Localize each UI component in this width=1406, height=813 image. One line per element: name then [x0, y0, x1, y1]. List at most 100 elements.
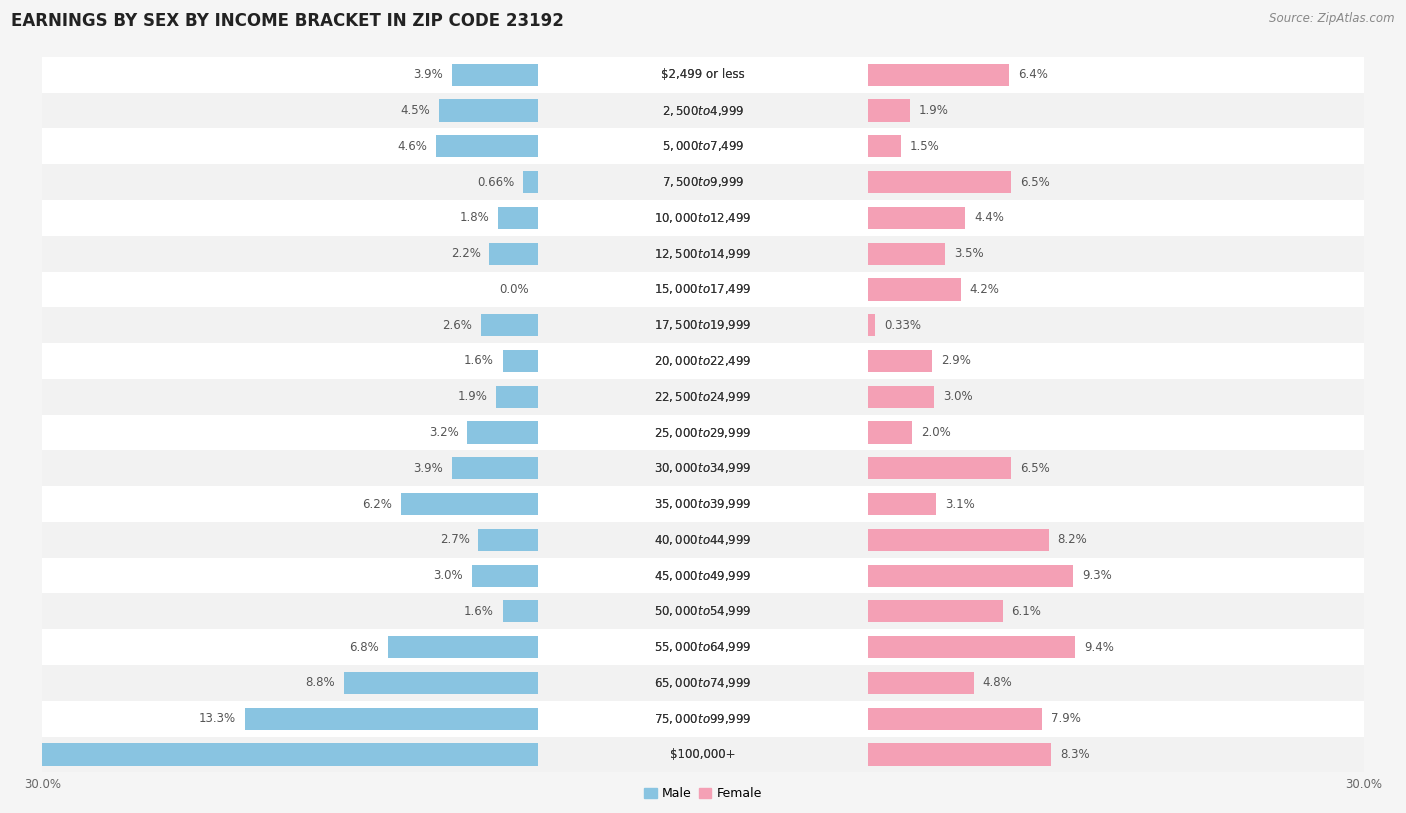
Text: 8.3%: 8.3%: [1060, 748, 1090, 761]
Text: $25,000 to $29,999: $25,000 to $29,999: [654, 425, 752, 440]
Text: $2,499 or less: $2,499 or less: [661, 68, 745, 81]
Bar: [42, 379, 1364, 415]
Bar: [868, 99, 910, 122]
Text: EARNINGS BY SEX BY INCOME BRACKET IN ZIP CODE 23192: EARNINGS BY SEX BY INCOME BRACKET IN ZIP…: [11, 12, 564, 30]
Bar: [42, 665, 1364, 701]
Bar: [868, 278, 960, 301]
Bar: [436, 135, 537, 158]
Bar: [523, 171, 537, 193]
Text: 3.2%: 3.2%: [429, 426, 458, 439]
Bar: [42, 164, 1364, 200]
Text: $50,000 to $54,999: $50,000 to $54,999: [654, 604, 752, 619]
Bar: [868, 564, 1073, 587]
Bar: [42, 737, 1364, 772]
Text: $30,000 to $34,999: $30,000 to $34,999: [654, 461, 752, 476]
Text: $55,000 to $64,999: $55,000 to $64,999: [654, 640, 752, 654]
Bar: [868, 421, 912, 444]
Text: 9.4%: 9.4%: [1084, 641, 1114, 654]
Bar: [868, 135, 901, 158]
Text: 0.0%: 0.0%: [499, 283, 529, 296]
Bar: [868, 528, 1049, 551]
Text: $2,500 to $4,999: $2,500 to $4,999: [662, 103, 744, 118]
Text: 1.9%: 1.9%: [457, 390, 486, 403]
Text: $5,000 to $7,499: $5,000 to $7,499: [662, 139, 744, 154]
Bar: [502, 350, 537, 372]
Bar: [245, 707, 537, 730]
Text: $75,000 to $99,999: $75,000 to $99,999: [654, 711, 752, 726]
Text: 0.33%: 0.33%: [884, 319, 921, 332]
Text: $7,500 to $9,999: $7,500 to $9,999: [662, 175, 744, 189]
Text: $50,000 to $54,999: $50,000 to $54,999: [654, 604, 752, 619]
Bar: [868, 350, 932, 372]
Bar: [401, 493, 537, 515]
Text: $7,500 to $9,999: $7,500 to $9,999: [662, 175, 744, 189]
Bar: [451, 457, 537, 480]
Text: $10,000 to $12,499: $10,000 to $12,499: [654, 211, 752, 225]
Text: $30,000 to $34,999: $30,000 to $34,999: [654, 461, 752, 476]
Text: $22,500 to $24,999: $22,500 to $24,999: [654, 389, 752, 404]
Text: 2.2%: 2.2%: [451, 247, 481, 260]
Bar: [467, 421, 537, 444]
Text: $20,000 to $22,499: $20,000 to $22,499: [654, 354, 752, 368]
Text: 13.3%: 13.3%: [198, 712, 236, 725]
Text: 1.8%: 1.8%: [460, 211, 489, 224]
Bar: [42, 486, 1364, 522]
Text: 6.4%: 6.4%: [1018, 68, 1047, 81]
Bar: [498, 207, 537, 229]
Text: $20,000 to $22,499: $20,000 to $22,499: [654, 354, 752, 368]
Text: $15,000 to $17,499: $15,000 to $17,499: [654, 282, 752, 297]
Text: 2.0%: 2.0%: [921, 426, 950, 439]
Text: 4.8%: 4.8%: [983, 676, 1012, 689]
Text: $15,000 to $17,499: $15,000 to $17,499: [654, 282, 752, 297]
Bar: [0, 743, 537, 766]
Text: $40,000 to $44,999: $40,000 to $44,999: [654, 533, 752, 547]
Text: 2.9%: 2.9%: [941, 354, 970, 367]
Bar: [42, 558, 1364, 593]
Bar: [42, 629, 1364, 665]
Bar: [868, 600, 1002, 623]
Text: $65,000 to $74,999: $65,000 to $74,999: [654, 676, 752, 690]
Text: 7.9%: 7.9%: [1052, 712, 1081, 725]
Text: 1.6%: 1.6%: [464, 354, 494, 367]
Bar: [868, 171, 1011, 193]
Bar: [868, 707, 1042, 730]
Bar: [471, 564, 537, 587]
Text: $12,500 to $14,999: $12,500 to $14,999: [654, 246, 752, 261]
Bar: [42, 93, 1364, 128]
Bar: [868, 672, 974, 694]
Bar: [42, 343, 1364, 379]
Bar: [42, 272, 1364, 307]
Bar: [868, 63, 1010, 86]
Text: 3.1%: 3.1%: [945, 498, 974, 511]
Text: $35,000 to $39,999: $35,000 to $39,999: [654, 497, 752, 511]
Bar: [344, 672, 537, 694]
Bar: [496, 385, 537, 408]
Bar: [868, 385, 934, 408]
Text: 4.2%: 4.2%: [970, 283, 1000, 296]
Text: $45,000 to $49,999: $45,000 to $49,999: [654, 568, 752, 583]
Text: $2,500 to $4,999: $2,500 to $4,999: [662, 103, 744, 118]
Bar: [481, 314, 537, 337]
Text: $45,000 to $49,999: $45,000 to $49,999: [654, 568, 752, 583]
Text: $2,499 or less: $2,499 or less: [661, 68, 745, 81]
Text: Source: ZipAtlas.com: Source: ZipAtlas.com: [1270, 12, 1395, 25]
Text: 4.5%: 4.5%: [401, 104, 430, 117]
Text: $35,000 to $39,999: $35,000 to $39,999: [654, 497, 752, 511]
Text: $40,000 to $44,999: $40,000 to $44,999: [654, 533, 752, 547]
Text: 3.0%: 3.0%: [943, 390, 973, 403]
Text: 2.7%: 2.7%: [440, 533, 470, 546]
Bar: [42, 307, 1364, 343]
Bar: [42, 593, 1364, 629]
Bar: [502, 600, 537, 623]
Text: 9.3%: 9.3%: [1081, 569, 1112, 582]
Text: 6.1%: 6.1%: [1011, 605, 1042, 618]
Bar: [868, 636, 1076, 659]
Text: $22,500 to $24,999: $22,500 to $24,999: [654, 389, 752, 404]
Bar: [451, 63, 537, 86]
Bar: [42, 522, 1364, 558]
Text: 0.66%: 0.66%: [477, 176, 515, 189]
Bar: [42, 450, 1364, 486]
Text: 8.8%: 8.8%: [305, 676, 335, 689]
Text: 1.6%: 1.6%: [464, 605, 494, 618]
Bar: [42, 701, 1364, 737]
